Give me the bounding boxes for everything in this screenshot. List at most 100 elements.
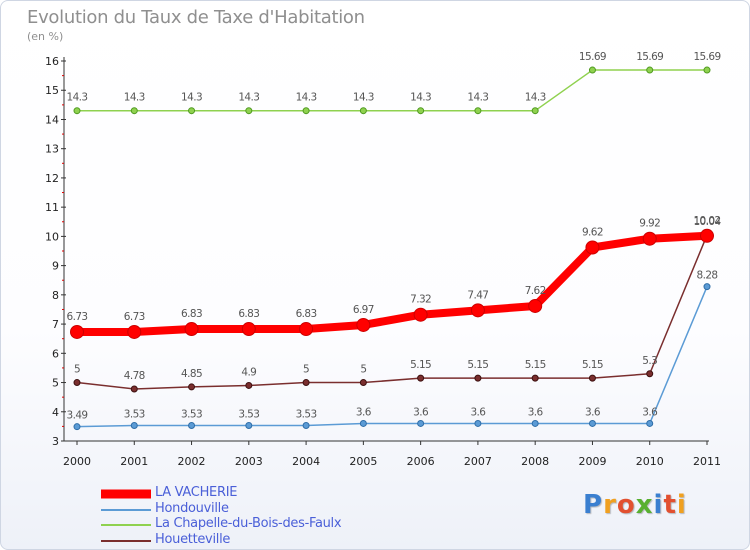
data-label: 4.85 <box>181 368 202 380</box>
data-point <box>585 240 600 255</box>
data-point <box>299 322 314 337</box>
data-label: 4.9 <box>241 366 256 378</box>
data-point <box>417 419 425 427</box>
data-label: 14.3 <box>238 92 259 104</box>
data-point <box>588 419 596 427</box>
legend-label: La Chapelle-du-Bois-des-Faulx <box>155 516 342 531</box>
data-label: 3.49 <box>67 410 88 422</box>
proxiti-logo: Proxiti <box>583 490 687 520</box>
data-point <box>642 231 657 246</box>
series-line-3 <box>76 234 708 390</box>
data-label: 9.92 <box>639 218 660 230</box>
logo-letter: x <box>635 490 654 520</box>
x-tick-label: 2003 <box>235 455 263 468</box>
data-label: 3.53 <box>181 409 202 421</box>
y-tick-label: 16 <box>45 55 59 68</box>
logo-letter: t <box>663 490 677 520</box>
data-label: 3.6 <box>356 406 372 418</box>
legend-label: Houetteville <box>155 532 231 547</box>
data-point <box>73 107 81 115</box>
data-point <box>417 107 425 115</box>
data-label: 14.3 <box>296 92 317 104</box>
data-label: 8.28 <box>697 270 718 282</box>
data-point <box>703 283 711 291</box>
data-label: 15.69 <box>636 51 663 63</box>
data-label: 5.15 <box>525 359 546 371</box>
y-tick-label: 4 <box>52 406 59 419</box>
series-line-2 <box>77 69 707 112</box>
data-label: 5.3 <box>642 355 657 367</box>
data-label: 9.62 <box>582 226 603 238</box>
data-point <box>127 324 142 339</box>
data-label: 5.15 <box>467 359 488 371</box>
data-point <box>703 66 711 74</box>
data-point <box>73 379 81 387</box>
data-label: 6.97 <box>353 304 374 316</box>
data-point <box>302 422 310 430</box>
data-label: 14.3 <box>67 92 88 104</box>
data-point <box>188 107 196 115</box>
data-point <box>413 307 428 322</box>
data-point <box>531 419 539 427</box>
data-label: 4.78 <box>124 370 145 382</box>
data-point <box>184 322 199 337</box>
data-point <box>302 379 310 387</box>
data-point <box>588 66 596 74</box>
logo-letter: i <box>676 490 687 520</box>
data-point <box>245 381 253 389</box>
data-point <box>302 107 310 115</box>
data-point <box>188 383 196 391</box>
data-point <box>245 422 253 430</box>
data-label: 7.32 <box>410 294 431 306</box>
data-label: 14.3 <box>124 92 145 104</box>
data-point <box>474 107 482 115</box>
data-point <box>70 324 84 339</box>
chart-title: Evolution du Taux de Taxe d'Habitation <box>27 7 365 28</box>
data-label: 3.6 <box>585 406 601 418</box>
chart-unit: (en %) <box>27 30 64 43</box>
data-point <box>531 374 539 382</box>
y-tick-label: 13 <box>45 143 59 156</box>
data-label: 15.69 <box>579 51 606 63</box>
data-label: 14.3 <box>525 92 546 104</box>
y-tick-label: 15 <box>45 84 59 97</box>
x-tick-label: 2005 <box>349 455 377 468</box>
data-point <box>528 298 543 313</box>
data-point <box>588 374 596 382</box>
data-point <box>359 419 367 427</box>
series-line-0 <box>77 231 708 336</box>
y-tick-label: 9 <box>52 260 59 273</box>
data-point <box>646 419 654 427</box>
data-label: 7.62 <box>525 285 546 297</box>
data-label: 6.83 <box>181 308 202 320</box>
data-point <box>130 107 138 115</box>
data-label: 6.83 <box>296 308 317 320</box>
data-label: 6.73 <box>67 311 88 323</box>
x-tick-label: 2006 <box>407 455 435 468</box>
data-label: 5.15 <box>582 359 603 371</box>
data-point <box>245 107 253 115</box>
x-tick-label: 2011 <box>693 455 721 468</box>
data-label: 3.6 <box>528 406 544 418</box>
x-tick-label: 2000 <box>63 455 91 468</box>
x-tick-label: 2008 <box>521 455 549 468</box>
data-point <box>470 303 485 318</box>
logo-letter: o <box>616 490 636 520</box>
x-tick-label: 2007 <box>464 455 492 468</box>
data-label: 3.6 <box>413 406 429 418</box>
y-tick-label: 7 <box>52 318 59 331</box>
data-label: 5.15 <box>410 359 431 371</box>
data-point <box>531 107 539 115</box>
data-label: 14.3 <box>410 92 431 104</box>
data-label: 10.02 <box>693 215 720 227</box>
data-label: 3.6 <box>470 406 486 418</box>
data-label: 14.3 <box>467 92 488 104</box>
data-label: 7.47 <box>467 289 488 301</box>
data-point <box>359 379 367 387</box>
y-tick-label: 10 <box>45 230 59 243</box>
data-label: 5 <box>303 364 309 376</box>
legend-label: LA VACHERIE <box>155 485 238 500</box>
y-tick-label: 5 <box>52 377 59 390</box>
data-label: 3.53 <box>124 409 145 421</box>
